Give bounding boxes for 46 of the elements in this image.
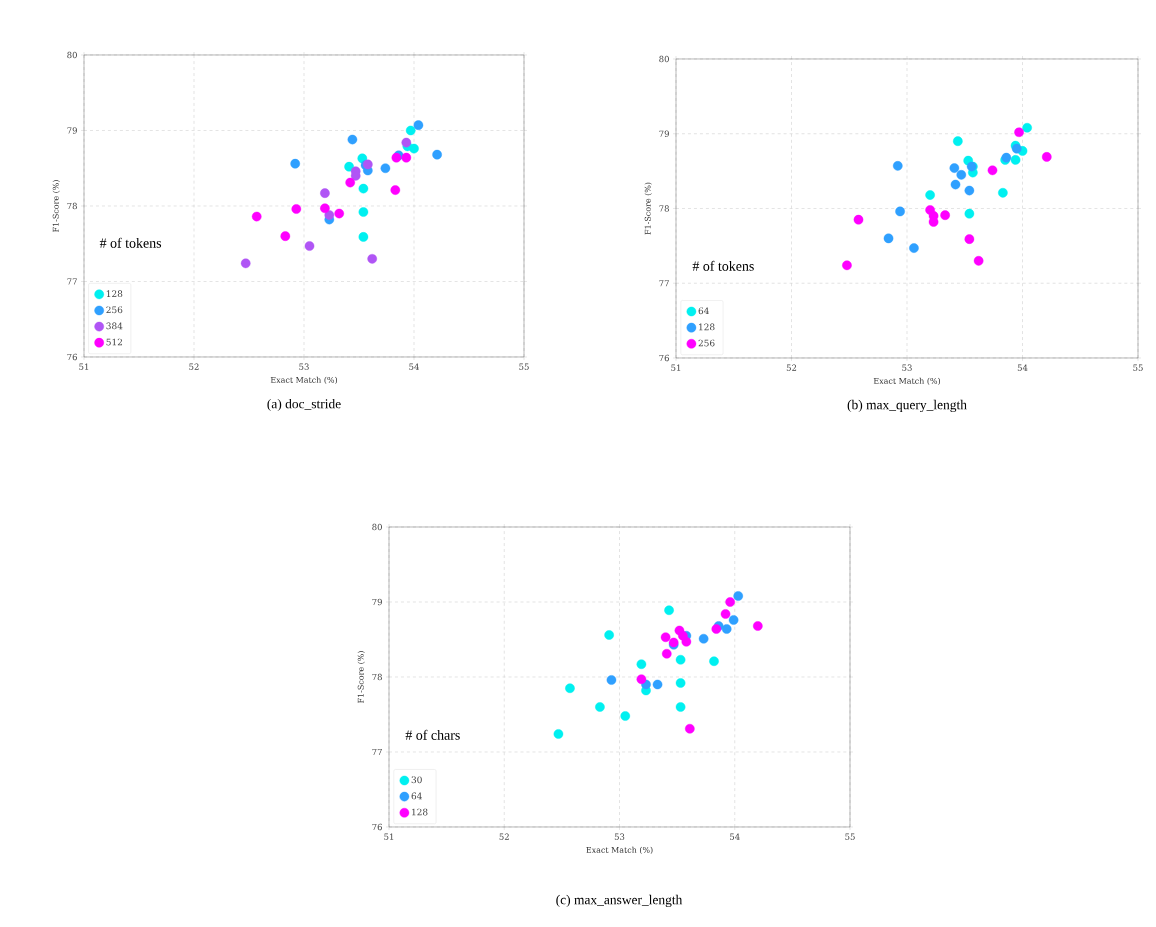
y-tick-label: 80 — [372, 523, 382, 531]
y-tick-label: 78 — [67, 202, 77, 210]
x-tick-label: 55 — [845, 833, 855, 840]
legend-label: 256 — [106, 306, 123, 314]
legend-label: 128 — [699, 323, 715, 331]
text: (c) max_answer_length — [556, 894, 683, 908]
x-tick-label: 54 — [730, 833, 740, 840]
x-tick-label: 52 — [499, 833, 509, 840]
y-tick-label: 77 — [67, 278, 77, 285]
y-tick-label: 76 — [67, 353, 77, 361]
legend-title: # of tokens — [99, 237, 162, 248]
legend-title: # of tokens — [692, 260, 754, 271]
x-tick-label: 53 — [299, 363, 309, 370]
text: (b) max_query_length — [847, 399, 967, 413]
x-tick-label: 51 — [671, 364, 681, 371]
x-tick-label: 54 — [409, 363, 419, 370]
y-tick-label: 79 — [372, 598, 382, 606]
y-tick-label: 79 — [67, 127, 77, 134]
text: (a) doc_stride — [267, 398, 341, 412]
legend-title: # of chars — [405, 729, 460, 740]
x-tick-label: 51 — [384, 833, 394, 840]
legend-label: 512 — [106, 338, 123, 346]
y-tick-label: 78 — [659, 205, 669, 212]
x-tick-label: 55 — [519, 363, 529, 370]
y-tick-label: 76 — [659, 354, 669, 362]
x-tick-label: 55 — [1133, 364, 1143, 371]
x-tick-label: 54 — [1017, 364, 1028, 371]
x-tick-label: 52 — [189, 363, 199, 370]
y-tick-label: 77 — [372, 748, 382, 756]
y-tick-label: 76 — [372, 823, 382, 831]
x-tick-label: 53 — [614, 833, 625, 840]
legend-label: 64 — [411, 792, 422, 800]
x-tick-label: 53 — [902, 364, 912, 371]
legend-label: 384 — [106, 322, 123, 330]
legend-label: 128 — [106, 290, 123, 298]
y-tick-label: 78 — [372, 673, 382, 681]
y-tick-label: 80 — [659, 55, 669, 63]
x-tick-label: 51 — [79, 363, 89, 370]
y-tick-label: 79 — [659, 130, 669, 137]
legend-label: 256 — [698, 339, 715, 347]
legend-label: 30 — [411, 776, 422, 784]
x-tick-label: 52 — [786, 364, 797, 371]
y-tick-label: 77 — [659, 280, 669, 287]
legend-label: 128 — [412, 808, 428, 816]
legend-label: 64 — [698, 307, 709, 315]
y-tick-label: 80 — [67, 51, 77, 59]
